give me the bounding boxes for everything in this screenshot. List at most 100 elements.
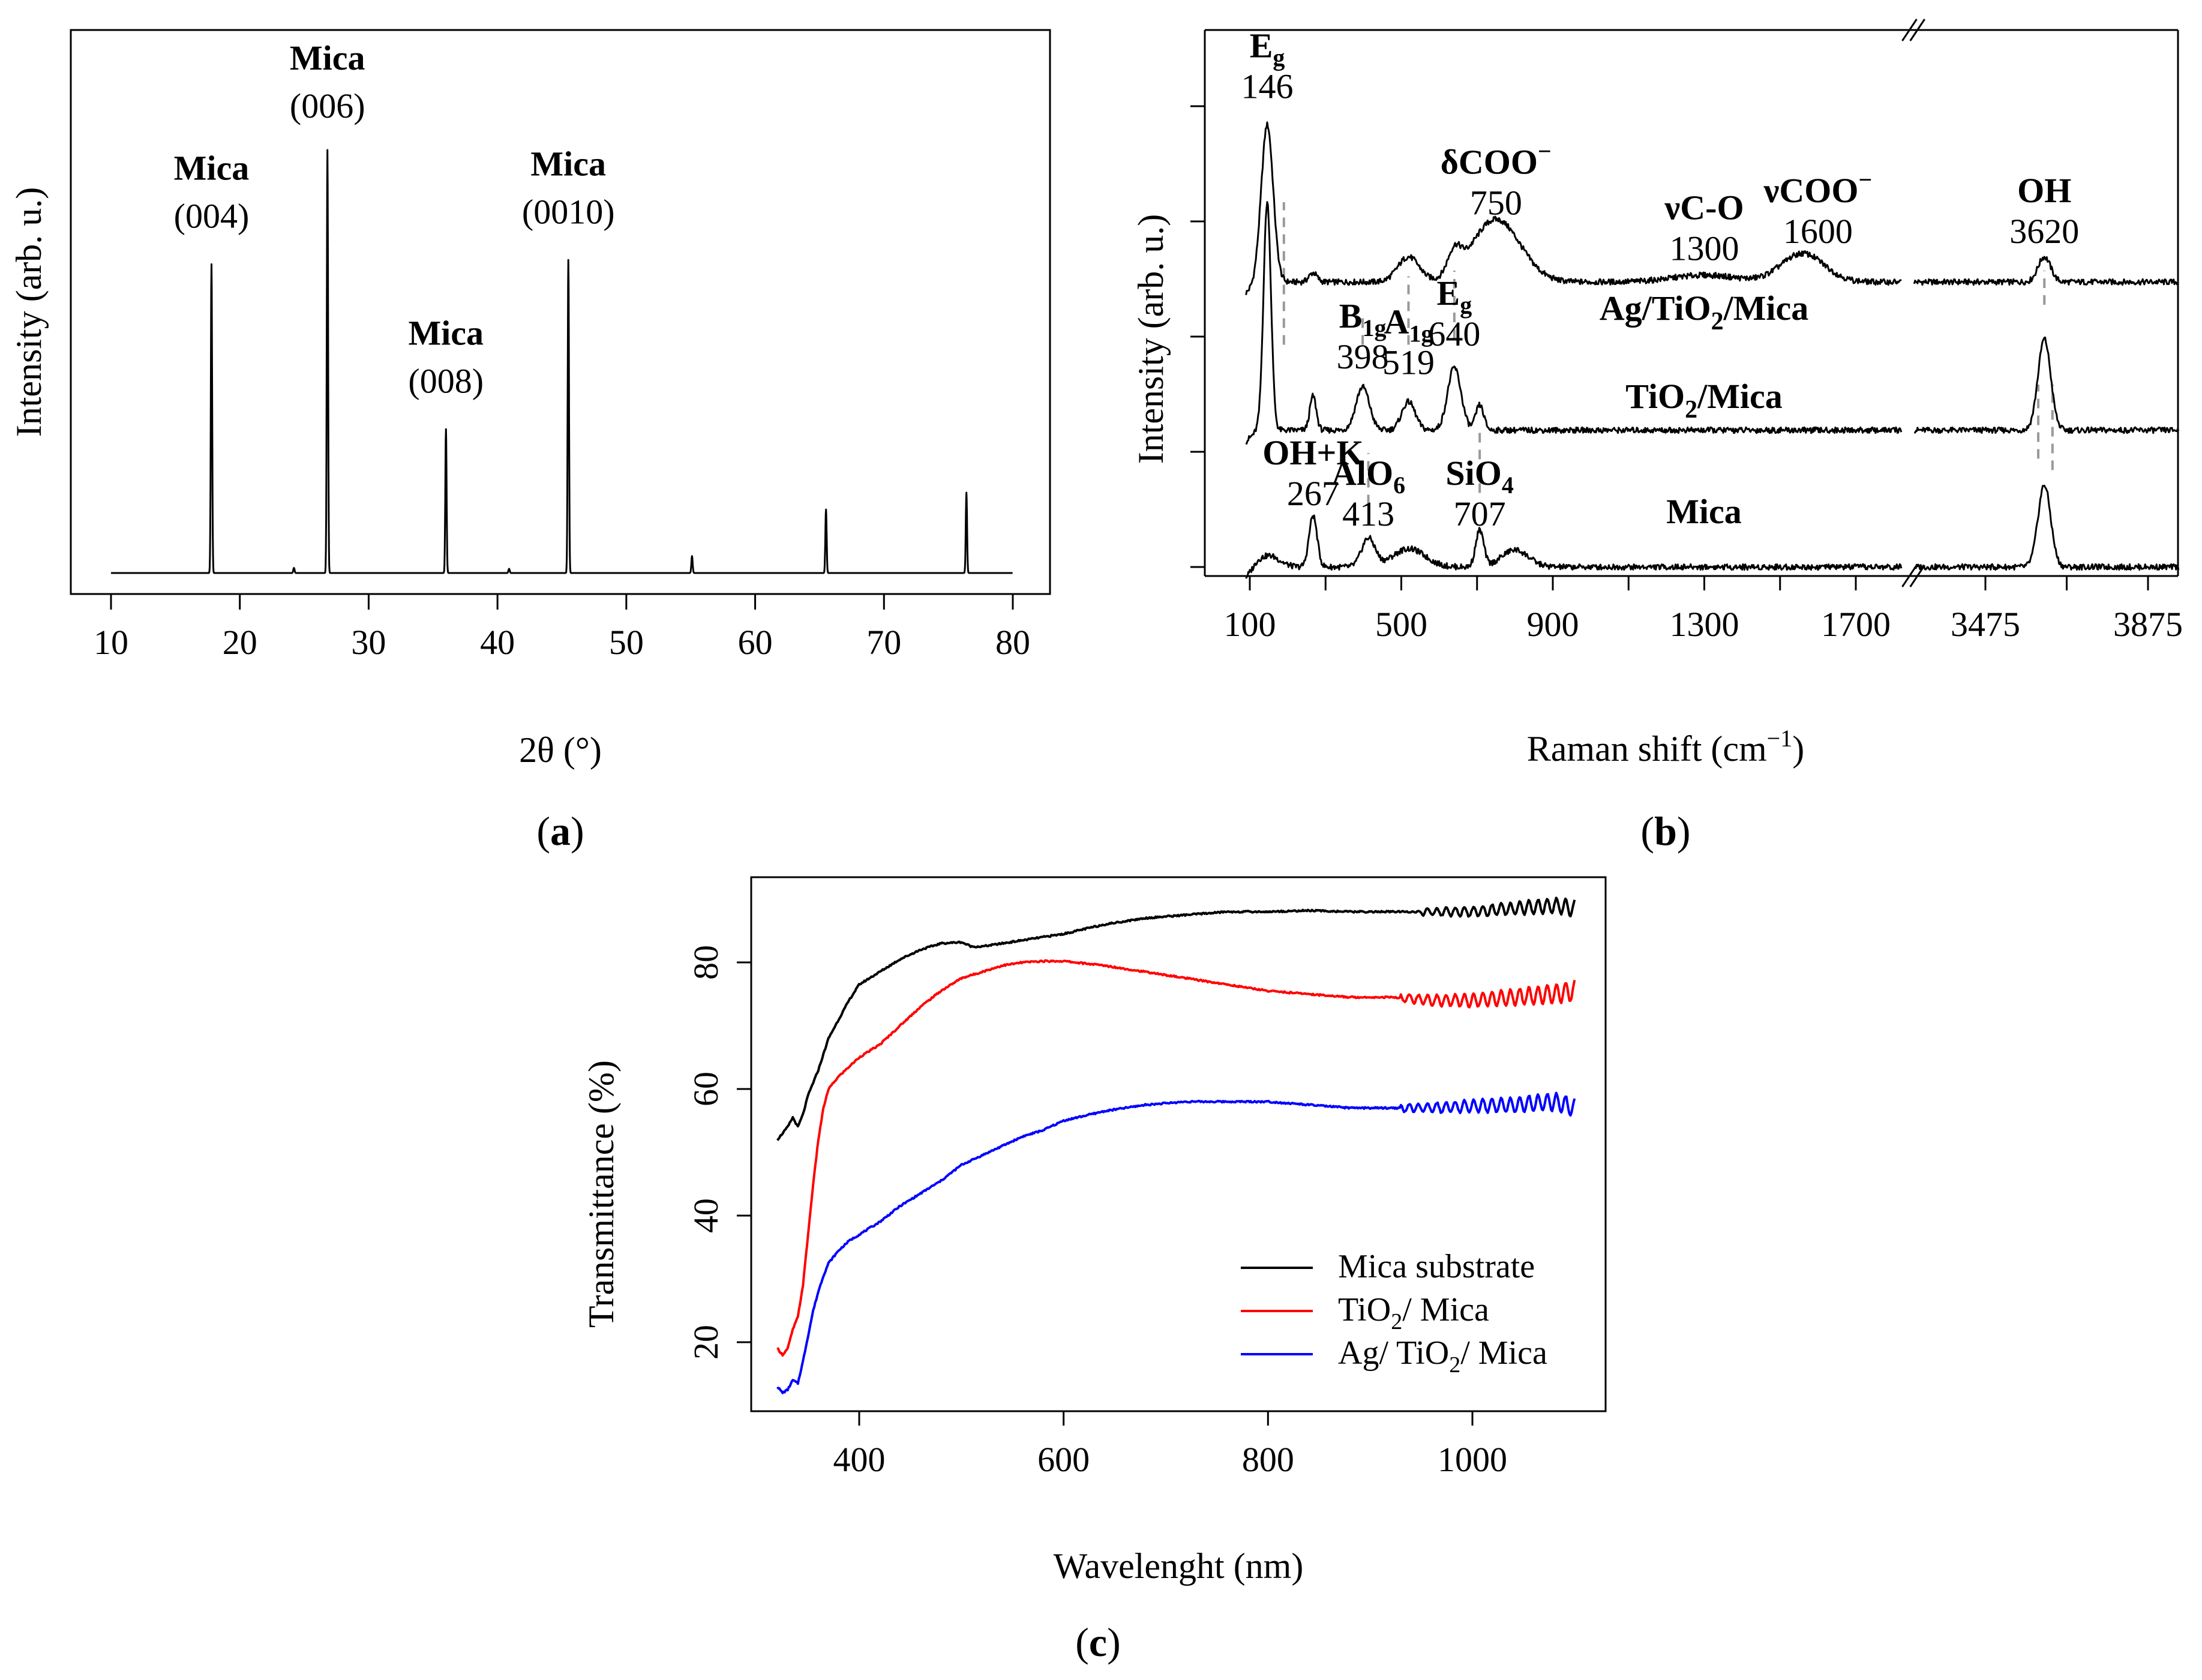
raman-series-line (1913, 484, 2180, 571)
legend-label-end: / Mica (1460, 1334, 1547, 1372)
annotation-main: δCOO (1441, 143, 1538, 182)
panel-a-plot-frame (70, 29, 1051, 595)
transmittance-series-line (776, 1091, 1576, 1394)
legend-label-sub: 2 (1391, 1309, 1402, 1334)
raman-series-line (1245, 201, 1903, 445)
peak-label-hkl: (0010) (522, 192, 615, 231)
annotation-main: 398 (1337, 337, 1389, 376)
peak-annotation: 750 (1470, 184, 1522, 223)
peak-annotation: SiO4 (1445, 454, 1514, 499)
series-label-sub: 2 (1685, 396, 1697, 424)
annotation-main: OH (2017, 171, 2071, 210)
annotation-main: 3620 (2009, 212, 2079, 251)
series-label-sub: 2 (1711, 308, 1724, 335)
series-label-main: Ag/TiO (1600, 289, 1711, 328)
peak-label-phase: Mica (530, 144, 606, 183)
panel-a-curves (110, 149, 1013, 574)
y-tick-label: 60 (686, 1072, 725, 1106)
peak-label-hkl: (006) (290, 86, 365, 125)
panel-b-label: (b) (1640, 808, 1690, 854)
annotation-main: 146 (1241, 67, 1294, 106)
panel-a-annotations: Mica (004) Mica (006) Mica (008) Mica (0010) (174, 38, 615, 400)
annotation-sub: 1g (1409, 320, 1433, 347)
x-tick-label: 1300 (1670, 605, 1739, 644)
annotation-main: 1300 (1670, 229, 1739, 268)
panel-b-x-label-end: ) (1792, 729, 1804, 769)
annotation-main: E (1437, 274, 1460, 313)
x-tick-label: 40 (480, 623, 515, 662)
peak-annotation: 519 (1382, 343, 1435, 382)
x-tick-label: 20 (223, 623, 257, 662)
annotation-sub: 1g (1362, 314, 1386, 341)
annotation-sub: g (1460, 292, 1472, 319)
peak-annotation: OH+K (1262, 433, 1363, 472)
annotation-main: 267 (1287, 474, 1339, 513)
legend-label: TiO2/ Mica (1338, 1291, 1489, 1334)
legend-label-main: Ag/ TiO (1338, 1334, 1449, 1372)
raman-series-line (1913, 336, 2180, 434)
peak-annotation: 1300 (1670, 229, 1739, 268)
raman-series-line (1913, 256, 2179, 286)
x-tick-label: 60 (738, 623, 773, 662)
series-label: Mica (1666, 492, 1742, 531)
panel-b-x-axis-label: Raman shift (cm−1) (1527, 725, 1804, 769)
x-tick-label: 3475 (1951, 605, 2020, 644)
panel-b-axes: 100 500 900 1300 1700 3475 3875 (1190, 105, 2183, 644)
peak-label-phase: Mica (408, 313, 484, 352)
peak-annotation: 413 (1342, 494, 1394, 533)
transmittance-series-line (776, 896, 1576, 1141)
panel-b-x-label-main: Raman shift (cm (1527, 729, 1767, 769)
peak-label-phase: Mica (290, 38, 365, 77)
peak-annotation: νC-O (1664, 188, 1744, 227)
peak-annotation: 3620 (2009, 212, 2079, 251)
x-tick-label: 80 (995, 623, 1030, 662)
x-tick-label: 30 (351, 623, 386, 662)
x-tick-label: 70 (866, 623, 901, 662)
annotation-main: νC-O (1664, 188, 1744, 227)
annotation-main: OH+K (1262, 433, 1363, 472)
annotation-main: 413 (1342, 494, 1394, 533)
annotation-main: SiO (1445, 454, 1502, 493)
x-tick-label: 50 (609, 623, 644, 662)
peak-label-hkl: (004) (174, 196, 250, 235)
series-label: TiO2/Mica (1625, 377, 1783, 424)
panel-c-curves (776, 896, 1576, 1394)
peak-annotation: 398 (1337, 337, 1389, 376)
axis-break-mark (1909, 19, 1925, 41)
peak-annotation: δCOO− (1441, 138, 1552, 182)
axis-break-mark (1901, 19, 1918, 41)
annotation-main: A (1384, 302, 1409, 341)
raman-series-line (1245, 514, 1903, 579)
peak-annotation: 146 (1241, 67, 1294, 106)
annotation-sup: − (1538, 138, 1552, 165)
legend-label-sub: 2 (1449, 1352, 1460, 1378)
y-tick-label: 40 (686, 1198, 725, 1233)
panel-c-y-axis-label: Transmittance (%) (581, 1060, 621, 1328)
annotation-main: B (1339, 296, 1363, 335)
series-label-end: /Mica (1697, 377, 1783, 416)
panel-b-x-label-sup: −1 (1767, 725, 1793, 752)
panel-b-curves (1245, 121, 2180, 579)
panel-a-label: (a) (536, 808, 584, 854)
peak-annotation: 267 (1287, 474, 1339, 513)
x-tick-label: 600 (1037, 1440, 1090, 1479)
x-tick-label: 10 (94, 623, 128, 662)
y-tick-label: 80 (686, 945, 725, 980)
annotation-main: 1600 (1783, 212, 1853, 251)
annotation-main: E (1250, 26, 1273, 65)
legend-label: Mica substrate (1338, 1248, 1535, 1285)
x-tick-label: 800 (1242, 1440, 1294, 1479)
series-label: Ag/TiO2/Mica (1600, 289, 1809, 335)
series-label-end: /Mica (1723, 289, 1809, 328)
legend-label-main: TiO (1338, 1291, 1391, 1328)
panel-b-letter: b (1654, 808, 1677, 854)
peak-label-phase: Mica (174, 148, 250, 187)
series-label-main: Mica (1666, 492, 1742, 531)
y-tick-label: 20 (686, 1325, 725, 1360)
annotation-main: 707 (1454, 494, 1506, 533)
x-tick-label: 100 (1224, 605, 1276, 644)
annotation-main: 519 (1382, 343, 1435, 382)
